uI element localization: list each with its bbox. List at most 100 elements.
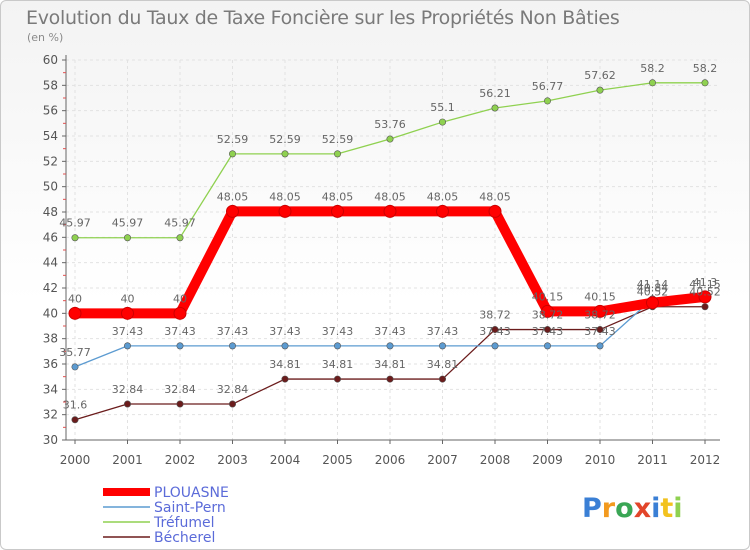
y-tick-label: 40 [43, 306, 58, 320]
data-label-b-ch-rel: 34.81 [374, 358, 406, 371]
point-tr-fumel [176, 234, 184, 242]
point-b-ch-rel [71, 416, 79, 424]
point-saint-pern [229, 342, 237, 350]
point-saint-pern [176, 342, 184, 350]
point-plouasne [226, 204, 239, 218]
y-tick-label: 60 [43, 53, 58, 67]
y-tick-label: 48 [43, 205, 58, 219]
point-tr-fumel [438, 118, 446, 126]
data-label-b-ch-rel: 34.81 [322, 358, 354, 371]
data-label-plouasne: 40 [68, 292, 82, 305]
data-label-saint-pern: 37.43 [427, 325, 459, 338]
x-tick-label: 2000 [60, 453, 91, 467]
data-label-plouasne: 40.84 [637, 282, 669, 295]
point-tr-fumel [71, 234, 79, 242]
logo-letter: r [602, 493, 616, 524]
point-b-ch-rel [596, 326, 604, 334]
data-label-plouasne: 40 [173, 292, 187, 305]
y-tick-label: 52 [43, 154, 58, 168]
data-label-b-ch-rel: 32.84 [164, 383, 196, 396]
legend-label: Saint-Pern [154, 500, 226, 516]
point-tr-fumel [543, 97, 551, 105]
data-label-b-ch-rel: 38.72 [479, 309, 511, 322]
data-label-b-ch-rel: 40.52 [689, 286, 721, 299]
data-label-plouasne: 48.05 [479, 190, 511, 203]
legend-label: Tréfumel [153, 515, 215, 531]
point-b-ch-rel [386, 375, 394, 383]
y-tick-label: 46 [43, 230, 58, 244]
point-saint-pern [386, 342, 394, 350]
data-label-plouasne: 40.15 [532, 290, 564, 303]
x-tick-label: 2005 [322, 453, 353, 467]
data-label-b-ch-rel: 32.84 [112, 383, 144, 396]
point-plouasne [593, 304, 607, 318]
point-plouasne [278, 204, 292, 218]
data-label-saint-pern: 37.43 [217, 325, 249, 338]
x-tick-label: 2010 [585, 453, 616, 467]
logo-letter: i [651, 493, 660, 524]
point-tr-fumel [701, 79, 709, 87]
point-b-ch-rel [438, 375, 446, 383]
point-tr-fumel [229, 150, 237, 158]
y-tick-label: 42 [43, 281, 58, 295]
data-label-tr-fumel: 52.59 [322, 133, 354, 146]
data-label-tr-fumel: 45.97 [112, 217, 144, 230]
x-tick-label: 2004 [270, 453, 301, 467]
data-label-saint-pern: 37.43 [269, 325, 301, 338]
data-label-b-ch-rel: 38.72 [532, 309, 564, 322]
x-tick-label: 2012 [690, 453, 721, 467]
data-label-tr-fumel: 58.2 [693, 62, 718, 75]
logo-letter: t [660, 493, 673, 524]
data-label-saint-pern: 37.43 [374, 325, 406, 338]
point-b-ch-rel [176, 400, 184, 408]
x-tick-label: 2011 [637, 453, 668, 467]
data-label-plouasne: 40 [121, 292, 135, 305]
logo-letter: o [615, 493, 634, 524]
data-label-plouasne: 48.05 [217, 190, 249, 203]
data-label-saint-pern: 37.43 [479, 325, 511, 338]
chart-subtitle: (en %) [27, 31, 63, 44]
data-label-plouasne: 48.05 [427, 190, 459, 203]
point-saint-pern [438, 342, 446, 350]
x-tick-label: 2009 [532, 453, 563, 467]
data-label-tr-fumel: 56.21 [479, 87, 511, 100]
logo-letter: x [634, 493, 651, 524]
point-saint-pern [491, 342, 499, 350]
point-tr-fumel [386, 135, 394, 143]
logo-letter: P [582, 493, 602, 524]
point-plouasne [541, 304, 554, 318]
data-label-saint-pern: 37.43 [322, 325, 354, 338]
data-label-b-ch-rel: 40.52 [637, 286, 669, 299]
data-label-tr-fumel: 45.97 [164, 217, 196, 230]
data-label-tr-fumel: 57.62 [584, 69, 616, 82]
data-label-b-ch-rel: 32.84 [217, 383, 249, 396]
point-tr-fumel [491, 104, 499, 112]
data-label-saint-pern: 41.15 [689, 278, 721, 291]
data-label-plouasne: 40.15 [584, 290, 616, 303]
data-label-saint-pern: 37.43 [584, 325, 616, 338]
point-b-ch-rel [124, 400, 132, 408]
data-label-saint-pern: 41.14 [637, 278, 669, 291]
point-tr-fumel [648, 79, 656, 87]
data-label-saint-pern: 37.43 [164, 325, 196, 338]
point-saint-pern [124, 342, 132, 350]
data-label-b-ch-rel: 34.81 [427, 358, 459, 371]
point-b-ch-rel [281, 375, 289, 383]
x-axis-ticks: 2000 2001 2002 2003 2004 2005 2006 2007 2008 2009… [60, 440, 721, 467]
x-tick-label: 2007 [427, 453, 458, 467]
proxiti-logo: Proxiti [582, 493, 683, 524]
point-plouasne [173, 306, 187, 320]
logo-letter: i [673, 493, 682, 524]
point-saint-pern [71, 363, 79, 371]
data-label-b-ch-rel: 34.81 [269, 358, 301, 371]
point-b-ch-rel [701, 303, 709, 311]
point-saint-pern [333, 342, 341, 350]
point-tr-fumel [333, 150, 341, 158]
data-label-saint-pern: 35.77 [59, 346, 91, 359]
point-plouasne [698, 290, 712, 304]
x-tick-label: 2006 [375, 453, 406, 467]
y-tick-label: 58 [43, 78, 58, 92]
